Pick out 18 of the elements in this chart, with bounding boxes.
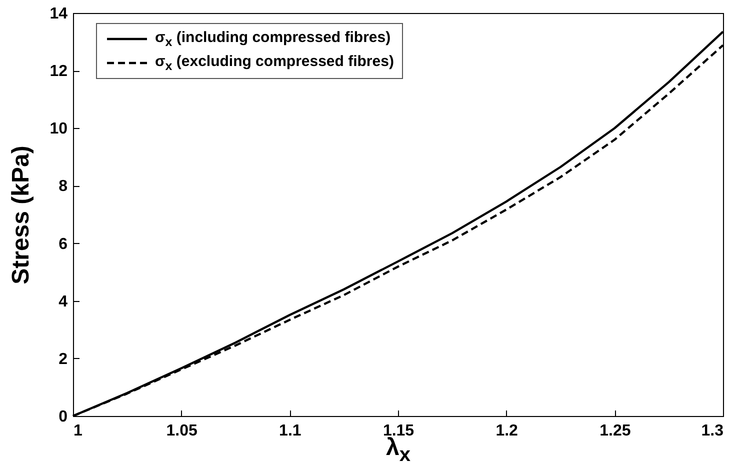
y-tick-label: 4	[58, 293, 68, 310]
y-tick-label: 0	[58, 408, 68, 426]
y-tick-label: 12	[50, 63, 68, 80]
x-axis-title: λ$_{x}$	[386, 434, 410, 467]
y-tick-label: 14	[50, 6, 68, 22]
x-tick-label: 1.3	[701, 422, 724, 440]
x-tick-label: 1.2	[496, 422, 518, 440]
x-tick-label: 1.1	[279, 422, 302, 440]
legend-label: σ$_{x}$ (including compressed fibres)	[155, 29, 391, 49]
y-tick-label: 6	[58, 236, 68, 253]
legend-label: σ$_{x}$ (excluding compressed fibres)	[155, 53, 394, 73]
y-tick-label: 8	[58, 178, 68, 196]
y-tick-label: 2	[58, 350, 68, 368]
x-tick-label: 1.25	[600, 422, 631, 440]
y-axis-title: Stress (kPa)	[8, 146, 35, 284]
x-tick-label: 1.05	[166, 422, 198, 440]
x-tick-label: 1	[74, 422, 82, 440]
y-tick-label: 10	[50, 120, 68, 138]
